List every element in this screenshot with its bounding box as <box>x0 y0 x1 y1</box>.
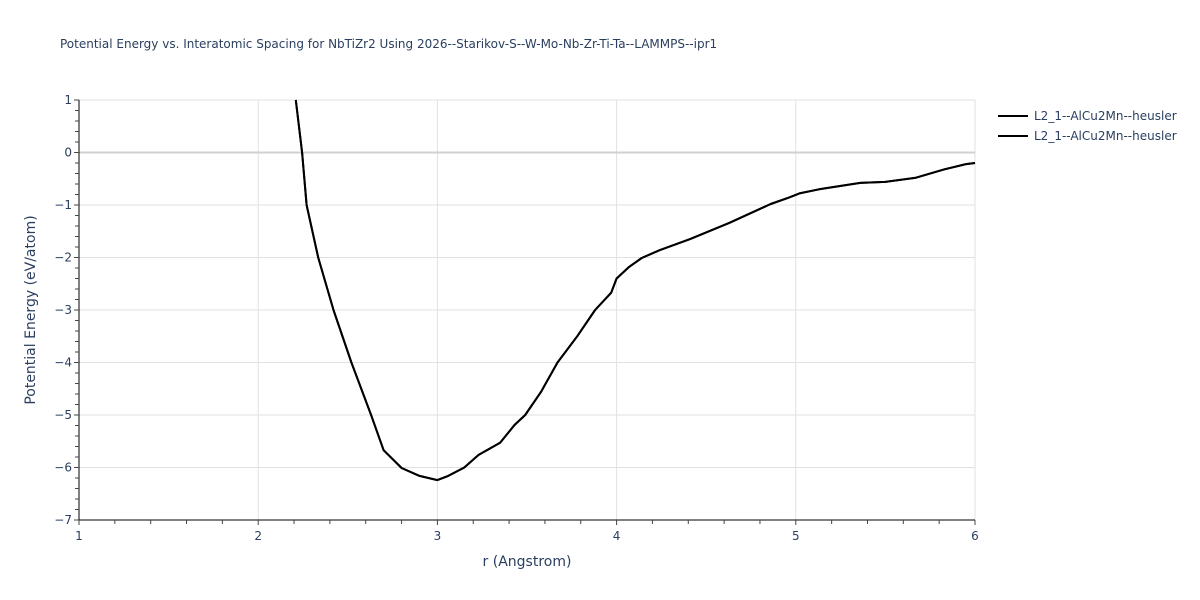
svg-text:−5: −5 <box>54 408 72 422</box>
legend-line-swatch-icon <box>998 135 1028 137</box>
y-axis-label: Potential Energy (eV/atom) <box>23 215 39 405</box>
svg-text:1: 1 <box>75 529 83 543</box>
legend-line-swatch-icon <box>998 115 1028 117</box>
svg-text:−7: −7 <box>54 513 72 527</box>
x-axis-label: r (Angstrom) <box>482 554 572 570</box>
svg-text:−2: −2 <box>54 251 72 265</box>
svg-text:1: 1 <box>64 93 72 107</box>
x-axis-ticks: 1 2 3 4 5 6 <box>75 520 979 543</box>
y-axis-ticks: 1 0 −1 −2 −3 −4 −5 −6 −7 <box>54 93 79 527</box>
legend-item[interactable]: L2_1--AlCu2Mn--heusler <box>998 126 1177 146</box>
svg-text:2: 2 <box>254 529 262 543</box>
svg-text:6: 6 <box>971 529 979 543</box>
svg-text:−1: −1 <box>54 198 72 212</box>
gridlines <box>79 99 976 520</box>
chart-title: Potential Energy vs. Interatomic Spacing… <box>60 37 718 51</box>
data-series <box>294 99 976 482</box>
legend-label: L2_1--AlCu2Mn--heusler <box>1034 129 1177 143</box>
legend-label: L2_1--AlCu2Mn--heusler <box>1034 109 1177 123</box>
svg-text:5: 5 <box>792 529 800 543</box>
svg-text:−4: −4 <box>54 356 72 370</box>
svg-text:−6: −6 <box>54 461 72 475</box>
svg-text:−3: −3 <box>54 303 72 317</box>
legend: L2_1--AlCu2Mn--heusler L2_1--AlCu2Mn--he… <box>998 106 1177 146</box>
svg-text:4: 4 <box>613 529 621 543</box>
svg-text:0: 0 <box>64 146 72 160</box>
svg-text:3: 3 <box>434 529 442 543</box>
legend-item[interactable]: L2_1--AlCu2Mn--heusler <box>998 106 1177 126</box>
